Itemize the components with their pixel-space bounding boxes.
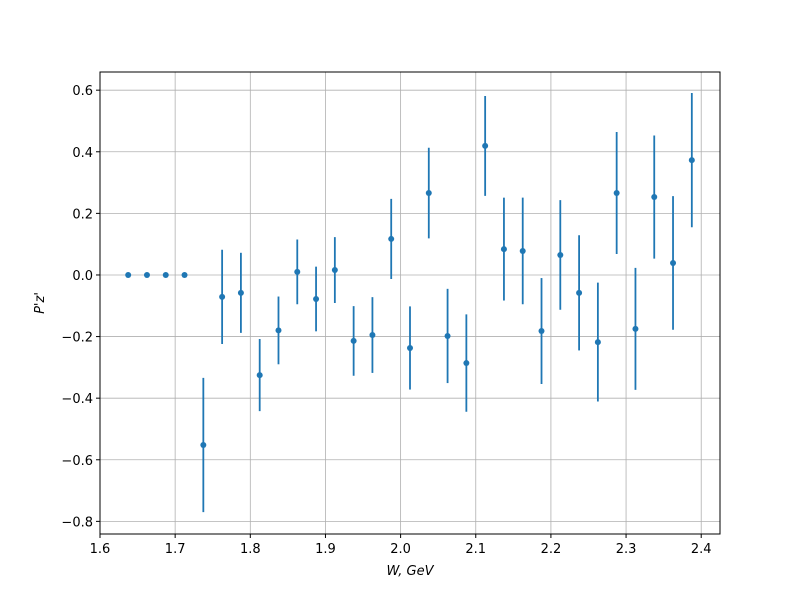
x-tick-label: 1.9 xyxy=(315,542,336,557)
data-point xyxy=(482,142,489,149)
data-point xyxy=(613,190,620,197)
data-point xyxy=(557,251,564,258)
y-tick-label: −0.8 xyxy=(61,515,93,530)
data-point xyxy=(388,235,395,242)
data-point xyxy=(219,293,226,300)
data-point xyxy=(444,332,451,339)
y-axis-label: P'z' xyxy=(33,292,48,314)
x-tick-label: 1.7 xyxy=(165,542,186,557)
data-point xyxy=(350,337,357,344)
y-tick-label: 0.0 xyxy=(72,269,93,284)
x-tick-label: 2.1 xyxy=(465,542,486,557)
data-point xyxy=(275,327,282,334)
y-tick-label: 0.4 xyxy=(72,146,93,161)
x-tick-label: 2.0 xyxy=(390,542,411,557)
data-point xyxy=(369,332,376,339)
y-tick-label: 0.2 xyxy=(72,207,93,222)
data-point xyxy=(237,289,244,296)
y-tick-label: −0.6 xyxy=(61,454,93,469)
data-point xyxy=(143,271,150,278)
data-point xyxy=(632,325,639,332)
data-point xyxy=(162,271,169,278)
data-point xyxy=(331,267,338,274)
data-point xyxy=(463,360,470,367)
data-point xyxy=(651,194,658,201)
y-tick-label: −0.4 xyxy=(61,392,93,407)
data-point xyxy=(313,295,320,302)
data-point xyxy=(407,344,413,351)
x-tick-label: 2.3 xyxy=(616,542,637,557)
data-point xyxy=(500,246,507,253)
data-point xyxy=(200,441,207,448)
x-tick-label: 2.4 xyxy=(691,542,712,557)
x-tick-label: 2.2 xyxy=(541,542,562,557)
data-point xyxy=(181,271,188,278)
y-tick-label: −0.2 xyxy=(61,331,93,346)
data-point xyxy=(294,268,301,275)
data-point xyxy=(576,289,583,296)
data-point xyxy=(670,259,677,266)
data-point xyxy=(256,372,263,379)
data-point xyxy=(125,271,132,278)
data-point xyxy=(688,157,695,164)
x-tick-label: 1.8 xyxy=(240,542,261,557)
plot-frame xyxy=(99,71,721,535)
data-point xyxy=(538,328,545,335)
y-tick-label: 0.6 xyxy=(72,84,93,99)
data-point xyxy=(594,339,601,346)
data-point xyxy=(425,190,432,197)
x-axis-label: W, GeV xyxy=(386,564,434,579)
data-point xyxy=(519,247,526,254)
x-tick-label: 1.6 xyxy=(90,542,111,557)
